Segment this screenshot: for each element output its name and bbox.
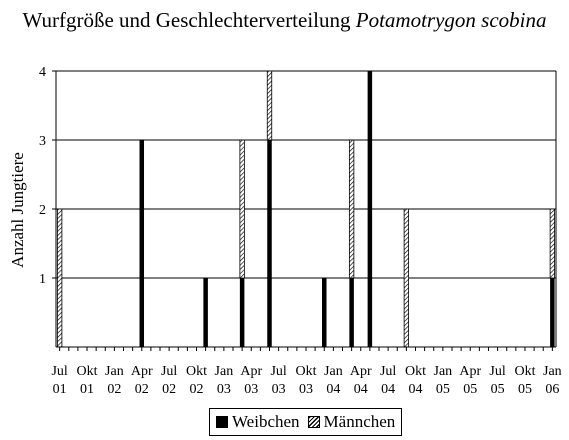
chart-title-species: Potamotrygon scobina: [355, 8, 547, 32]
chart-title-text: Wurfgröße und Geschlechterverteilung: [22, 8, 351, 32]
x-tick-label: Jan 04: [324, 364, 343, 397]
bar-weibchen: [203, 278, 208, 347]
x-tick-label: Okt 05: [514, 364, 535, 397]
x-tick-label: Okt 04: [405, 364, 426, 397]
x-tick-labels: Jul 01 Okt 01 Jan 02 Apr 02 Jul 02 Okt 02 Jan 03 Apr 03…: [51, 364, 561, 397]
bar-maennchen: [239, 139, 245, 279]
legend-label-maennchen: Männchen: [323, 412, 396, 431]
bar-maennchen: [348, 139, 355, 279]
x-tick-label: Apr 04: [350, 364, 372, 397]
y-tick-label: 4: [39, 65, 46, 80]
bars: [56, 70, 556, 348]
bar-weibchen: [239, 278, 245, 347]
bar-maennchen: [403, 208, 410, 348]
bar-weibchen: [139, 140, 145, 347]
x-tick-label: Jan 03: [215, 364, 234, 397]
x-tick-label: Apr 03: [240, 364, 262, 397]
bar-maennchen: [266, 70, 273, 141]
x-tick-label: Okt 03: [296, 364, 317, 397]
legend-swatch-solid: [216, 416, 228, 428]
x-tick-label: Apr 05: [459, 364, 481, 397]
x-tick-label: Jul 04: [380, 364, 396, 397]
bar-weibchen: [349, 278, 354, 347]
x-tick-label: Jul 05: [489, 364, 505, 397]
legend: Weibchen Männchen: [209, 408, 403, 436]
x-tick-label: Jan 05: [434, 364, 453, 397]
bar-weibchen: [321, 278, 327, 347]
x-tick-label: Apr 02: [131, 364, 153, 397]
legend-item-maennchen: Männchen: [307, 412, 396, 432]
gridlines: [56, 70, 556, 279]
x-tick-label: Jan 06: [543, 364, 562, 397]
y-tick-label: 3: [39, 134, 46, 149]
y-tick-label: 2: [39, 203, 46, 218]
x-tick-label: Okt 01: [77, 364, 98, 397]
x-tick-label: Jul 03: [270, 364, 286, 397]
legend-item-weibchen: Weibchen: [216, 412, 300, 432]
bar-weibchen: [550, 278, 555, 347]
y-axis-label: Anzahl Jungtiere: [8, 152, 27, 268]
x-tick-label: Jan 02: [105, 364, 124, 397]
bar-maennchen: [549, 208, 556, 279]
y-tick-labels: 1 2 3 4: [39, 65, 46, 287]
x-tick-label: Jul 01: [51, 364, 67, 397]
axes: [52, 70, 557, 351]
x-tick-label: Okt 02: [186, 364, 207, 397]
bar-weibchen: [267, 140, 272, 347]
legend-label-weibchen: Weibchen: [232, 412, 300, 431]
chart-title: Wurfgröße und Geschlechterverteilung Pot…: [0, 8, 569, 33]
x-tick-label: Jul 02: [161, 364, 177, 397]
bar-weibchen: [367, 71, 373, 347]
y-tick-label: 1: [39, 272, 46, 287]
bar-maennchen: [56, 208, 63, 348]
legend-swatch-hatched: [307, 416, 320, 428]
